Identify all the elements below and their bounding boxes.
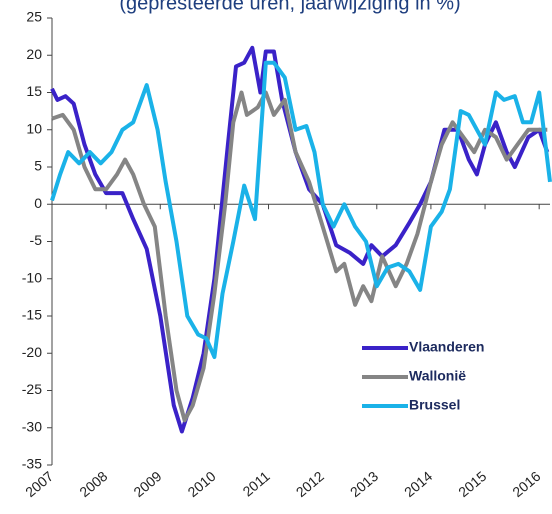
y-tick-label: 5: [34, 158, 42, 174]
y-tick-label: -10: [22, 269, 42, 285]
x-tick-label: 2013: [347, 468, 381, 500]
series-line: [51, 90, 548, 423]
x-tick-label: 2010: [185, 468, 219, 500]
series-line: [50, 45, 550, 434]
y-tick-label: 15: [26, 83, 42, 99]
series-line: [50, 60, 552, 359]
legend-label: Wallonië: [409, 368, 466, 384]
x-tick-label: 2009: [130, 468, 164, 500]
chart-title: (gepresteerde uren, jaarwijziging in %): [119, 0, 460, 14]
x-tick-label: 2014: [401, 468, 435, 500]
y-tick-label: -35: [22, 456, 42, 472]
x-tick-label: 2011: [239, 468, 273, 500]
y-tick-label: -20: [22, 344, 42, 360]
y-tick-label: 25: [26, 9, 42, 25]
y-tick-label: 10: [26, 120, 42, 136]
x-tick-label: 2016: [509, 468, 543, 500]
x-tick-label: 2015: [455, 468, 489, 500]
y-tick-label: -30: [22, 418, 42, 434]
y-tick-label: 20: [26, 46, 42, 62]
y-tick-label: 0: [34, 195, 42, 211]
y-tick-label: -15: [22, 307, 42, 323]
x-tick-label: 2012: [293, 468, 327, 500]
x-tick-label: 2007: [22, 468, 56, 500]
legend-label: Brussel: [409, 397, 460, 413]
y-tick-label: -5: [30, 232, 43, 248]
legend-label: Vlaanderen: [409, 339, 484, 355]
y-tick-label: -25: [22, 381, 42, 397]
x-tick-label: 2008: [76, 468, 110, 500]
